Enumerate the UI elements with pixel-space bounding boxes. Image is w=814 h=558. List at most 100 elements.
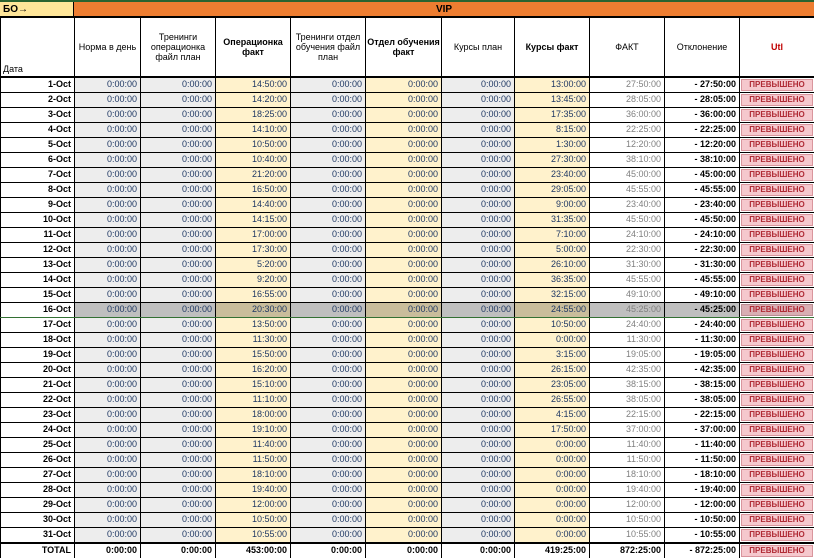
operacionka-fakt-cell[interactable]: 18:00:00 xyxy=(215,406,291,423)
fakt-cell[interactable]: 19:40:00 xyxy=(589,481,665,498)
fakt-cell[interactable]: 23:40:00 xyxy=(589,196,665,213)
utl-status-cell[interactable]: ПРЕВЫШЕНО xyxy=(739,526,814,543)
otdel-obucheniya-fakt-cell[interactable]: 0:00:00 xyxy=(365,121,442,138)
operacionka-fakt-cell[interactable]: 14:50:00 xyxy=(215,76,291,93)
kursy-fakt-cell[interactable]: 7:10:00 xyxy=(514,226,590,243)
deviation-cell[interactable]: - 27:50:00 xyxy=(664,76,740,93)
trening-otdel-plan-cell[interactable]: 0:00:00 xyxy=(290,466,366,483)
trening-operacionka-plan-cell[interactable]: 0:00:00 xyxy=(140,286,216,303)
norma-cell[interactable]: 0:00:00 xyxy=(74,166,141,183)
norma-cell[interactable]: 0:00:00 xyxy=(74,226,141,243)
operacionka-fakt-cell[interactable]: 9:20:00 xyxy=(215,271,291,288)
deviation-cell[interactable]: - 22:15:00 xyxy=(664,406,740,423)
kursy-plan-cell[interactable]: 0:00:00 xyxy=(441,526,515,543)
operacionka-fakt-cell[interactable]: 10:50:00 xyxy=(215,511,291,528)
otdel-obucheniya-fakt-cell[interactable]: 0:00:00 xyxy=(365,361,442,378)
kursy-plan-cell[interactable]: 0:00:00 xyxy=(441,436,515,453)
date-cell[interactable]: 13-Oct xyxy=(0,256,75,273)
deviation-cell[interactable]: - 19:40:00 xyxy=(664,481,740,498)
operacionka-fakt-cell[interactable]: 18:25:00 xyxy=(215,106,291,123)
utl-status-cell[interactable]: ПРЕВЫШЕНО xyxy=(739,481,814,498)
otdel-obucheniya-fakt-cell[interactable]: 0:00:00 xyxy=(365,166,442,183)
date-cell[interactable]: 1-Oct xyxy=(0,76,75,93)
fakt-cell[interactable]: 10:55:00 xyxy=(589,526,665,543)
otdel-obucheniya-fakt-cell[interactable]: 0:00:00 xyxy=(365,76,442,93)
deviation-cell[interactable]: - 38:10:00 xyxy=(664,151,740,168)
otdel-obucheniya-fakt-cell[interactable]: 0:00:00 xyxy=(365,496,442,513)
trening-operacionka-plan-cell[interactable]: 0:00:00 xyxy=(140,361,216,378)
fakt-cell[interactable]: 19:05:00 xyxy=(589,346,665,363)
otdel-obucheniya-fakt-cell[interactable]: 0:00:00 xyxy=(365,391,442,408)
date-cell[interactable]: 18-Oct xyxy=(0,331,75,348)
kursy-plan-cell[interactable]: 0:00:00 xyxy=(441,136,515,153)
trening-otdel-plan-cell[interactable]: 0:00:00 xyxy=(290,391,366,408)
kursy-plan-cell[interactable]: 0:00:00 xyxy=(441,196,515,213)
kursy-plan-cell[interactable]: 0:00:00 xyxy=(441,346,515,363)
norma-cell[interactable]: 0:00:00 xyxy=(74,361,141,378)
trening-operacionka-plan-cell[interactable]: 0:00:00 xyxy=(140,481,216,498)
otdel-obucheniya-fakt-cell[interactable]: 0:00:00 xyxy=(365,316,442,333)
operacionka-fakt-cell[interactable]: 20:30:00 xyxy=(215,301,291,318)
trening-operacionka-plan-cell[interactable]: 0:00:00 xyxy=(140,151,216,168)
norma-cell[interactable]: 0:00:00 xyxy=(74,406,141,423)
trening-operacionka-plan-cell[interactable]: 0:00:00 xyxy=(140,346,216,363)
trening-operacionka-plan-cell[interactable]: 0:00:00 xyxy=(140,271,216,288)
trening-otdel-plan-cell[interactable]: 0:00:00 xyxy=(290,226,366,243)
norma-cell[interactable]: 0:00:00 xyxy=(74,481,141,498)
trening-operacionka-plan-cell[interactable]: 0:00:00 xyxy=(140,541,216,558)
deviation-cell[interactable]: - 45:50:00 xyxy=(664,211,740,228)
otdel-obucheniya-fakt-cell[interactable]: 0:00:00 xyxy=(365,481,442,498)
deviation-cell[interactable]: - 12:00:00 xyxy=(664,496,740,513)
date-cell[interactable]: 4-Oct xyxy=(0,121,75,138)
trening-otdel-plan-cell[interactable]: 0:00:00 xyxy=(290,451,366,468)
kursy-fakt-cell[interactable]: 4:15:00 xyxy=(514,406,590,423)
trening-operacionka-plan-cell[interactable]: 0:00:00 xyxy=(140,466,216,483)
deviation-cell[interactable]: - 45:55:00 xyxy=(664,271,740,288)
deviation-cell[interactable]: - 38:05:00 xyxy=(664,391,740,408)
date-cell[interactable]: 6-Oct xyxy=(0,151,75,168)
kursy-fakt-cell[interactable]: 5:00:00 xyxy=(514,241,590,258)
header-kursy-plan[interactable]: Курсы план xyxy=(441,17,515,78)
kursy-plan-cell[interactable]: 0:00:00 xyxy=(441,451,515,468)
kursy-fakt-cell[interactable]: 1:30:00 xyxy=(514,136,590,153)
trening-otdel-plan-cell[interactable]: 0:00:00 xyxy=(290,361,366,378)
deviation-cell[interactable]: - 22:25:00 xyxy=(664,121,740,138)
deviation-cell[interactable]: - 38:15:00 xyxy=(664,376,740,393)
fakt-cell[interactable]: 45:55:00 xyxy=(589,271,665,288)
deviation-cell[interactable]: - 45:00:00 xyxy=(664,166,740,183)
kursy-plan-cell[interactable]: 0:00:00 xyxy=(441,376,515,393)
kursy-plan-cell[interactable]: 0:00:00 xyxy=(441,151,515,168)
trening-operacionka-plan-cell[interactable]: 0:00:00 xyxy=(140,256,216,273)
deviation-cell[interactable]: - 11:30:00 xyxy=(664,331,740,348)
trening-otdel-plan-cell[interactable]: 0:00:00 xyxy=(290,136,366,153)
trening-operacionka-plan-cell[interactable]: 0:00:00 xyxy=(140,526,216,543)
deviation-cell[interactable]: - 19:05:00 xyxy=(664,346,740,363)
deviation-cell[interactable]: - 23:40:00 xyxy=(664,196,740,213)
trening-operacionka-plan-cell[interactable]: 0:00:00 xyxy=(140,421,216,438)
trening-operacionka-plan-cell[interactable]: 0:00:00 xyxy=(140,406,216,423)
trening-operacionka-plan-cell[interactable]: 0:00:00 xyxy=(140,241,216,258)
norma-cell[interactable]: 0:00:00 xyxy=(74,91,141,108)
operacionka-fakt-cell[interactable]: 15:50:00 xyxy=(215,346,291,363)
otdel-obucheniya-fakt-cell[interactable]: 0:00:00 xyxy=(365,211,442,228)
date-cell[interactable]: 15-Oct xyxy=(0,286,75,303)
header-otdel-obucheniya-fakt[interactable]: Отдел обучения факт xyxy=(365,17,442,78)
operacionka-fakt-cell[interactable]: 18:10:00 xyxy=(215,466,291,483)
operacionka-fakt-cell[interactable]: 14:10:00 xyxy=(215,121,291,138)
norma-cell[interactable]: 0:00:00 xyxy=(74,196,141,213)
kursy-plan-cell[interactable]: 0:00:00 xyxy=(441,91,515,108)
deviation-cell[interactable]: - 37:00:00 xyxy=(664,421,740,438)
corner-cell-bo[interactable]: БО→ xyxy=(0,2,74,16)
trening-operacionka-plan-cell[interactable]: 0:00:00 xyxy=(140,436,216,453)
operacionka-fakt-cell[interactable]: 17:00:00 xyxy=(215,226,291,243)
kursy-fakt-cell[interactable]: 0:00:00 xyxy=(514,526,590,543)
trening-otdel-plan-cell[interactable]: 0:00:00 xyxy=(290,481,366,498)
date-cell[interactable]: 3-Oct xyxy=(0,106,75,123)
deviation-cell[interactable]: - 11:40:00 xyxy=(664,436,740,453)
operacionka-fakt-cell[interactable]: 14:15:00 xyxy=(215,211,291,228)
header-treningi-otdel-plan[interactable]: Тренинги отдел обучения файл план xyxy=(290,17,366,78)
kursy-fakt-cell[interactable]: 0:00:00 xyxy=(514,511,590,528)
trening-otdel-plan-cell[interactable]: 0:00:00 xyxy=(290,106,366,123)
kursy-plan-cell[interactable]: 0:00:00 xyxy=(441,406,515,423)
deviation-cell[interactable]: - 11:50:00 xyxy=(664,451,740,468)
